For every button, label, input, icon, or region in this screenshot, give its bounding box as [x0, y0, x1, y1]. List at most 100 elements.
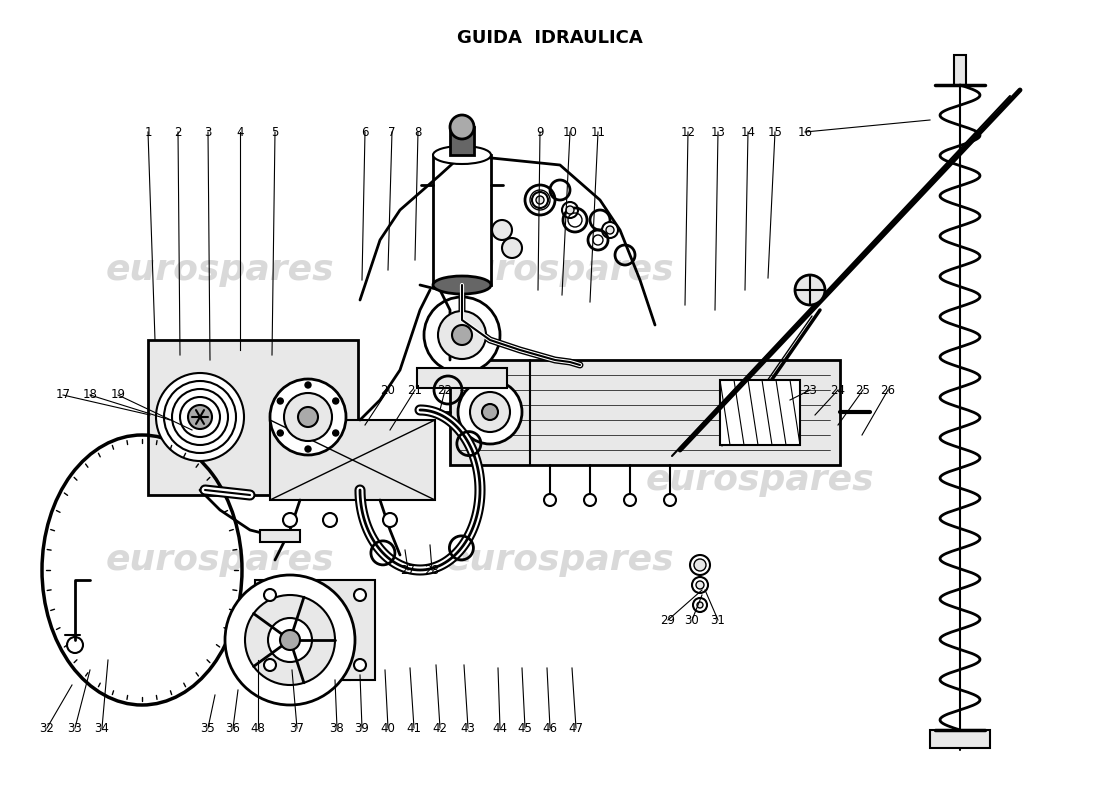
Circle shape	[323, 513, 337, 527]
Circle shape	[264, 659, 276, 671]
Circle shape	[697, 602, 703, 608]
Circle shape	[305, 446, 311, 452]
Circle shape	[584, 494, 596, 506]
Circle shape	[694, 559, 706, 571]
Text: 6: 6	[361, 126, 368, 138]
Text: 30: 30	[684, 614, 700, 626]
Circle shape	[226, 575, 355, 705]
Text: 10: 10	[562, 126, 578, 138]
Circle shape	[264, 589, 276, 601]
Circle shape	[298, 407, 318, 427]
Circle shape	[354, 589, 366, 601]
Text: 9: 9	[537, 126, 543, 138]
Circle shape	[624, 494, 636, 506]
Text: eurospares: eurospares	[106, 253, 334, 287]
Circle shape	[470, 392, 510, 432]
Text: 38: 38	[330, 722, 344, 734]
Text: 28: 28	[425, 563, 439, 577]
Circle shape	[305, 382, 311, 388]
Text: 40: 40	[381, 722, 395, 734]
Circle shape	[156, 373, 244, 461]
Text: 26: 26	[880, 383, 895, 397]
Circle shape	[602, 222, 618, 238]
Text: 1: 1	[144, 126, 152, 138]
Circle shape	[277, 430, 284, 436]
Text: 8: 8	[415, 126, 421, 138]
Text: 41: 41	[407, 722, 421, 734]
Text: 44: 44	[493, 722, 507, 734]
Bar	[930, 730, 990, 748]
Circle shape	[536, 196, 544, 204]
Text: 16: 16	[798, 126, 813, 138]
Text: 37: 37	[289, 722, 305, 734]
Text: 35: 35	[200, 722, 216, 734]
Bar	[954, 55, 966, 85]
Circle shape	[424, 297, 500, 373]
Circle shape	[332, 398, 339, 404]
Text: 5: 5	[272, 126, 278, 138]
Text: 12: 12	[681, 126, 695, 138]
Circle shape	[696, 581, 704, 589]
Text: 43: 43	[461, 722, 475, 734]
Text: 20: 20	[381, 383, 395, 397]
Bar	[417, 368, 507, 388]
Text: 48: 48	[251, 722, 265, 734]
Text: 31: 31	[711, 614, 725, 626]
Text: GUIDA  IDRAULICA: GUIDA IDRAULICA	[458, 29, 642, 47]
Text: 45: 45	[518, 722, 532, 734]
Text: eurospares: eurospares	[446, 543, 674, 577]
Text: 3: 3	[205, 126, 211, 138]
Circle shape	[438, 311, 486, 359]
Bar	[433, 155, 491, 285]
Bar	[720, 380, 800, 445]
Circle shape	[532, 192, 548, 208]
Circle shape	[664, 494, 676, 506]
Circle shape	[332, 430, 339, 436]
Text: 18: 18	[82, 389, 98, 402]
Text: 33: 33	[67, 722, 82, 734]
Text: eurospares: eurospares	[646, 463, 874, 497]
Circle shape	[383, 513, 397, 527]
Text: 2: 2	[174, 126, 182, 138]
Text: eurospares: eurospares	[106, 543, 334, 577]
Circle shape	[270, 379, 346, 455]
Text: 23: 23	[803, 383, 817, 397]
Circle shape	[458, 380, 522, 444]
Text: 14: 14	[740, 126, 756, 138]
Circle shape	[492, 220, 512, 240]
Text: 42: 42	[432, 722, 448, 734]
Circle shape	[562, 202, 578, 218]
Circle shape	[277, 398, 284, 404]
Circle shape	[795, 275, 825, 305]
Circle shape	[482, 404, 498, 420]
Text: 34: 34	[95, 722, 109, 734]
Circle shape	[180, 397, 220, 437]
Circle shape	[693, 598, 707, 612]
Text: 7: 7	[388, 126, 396, 138]
Text: 47: 47	[569, 722, 583, 734]
Circle shape	[450, 115, 474, 139]
Text: 46: 46	[542, 722, 558, 734]
Circle shape	[544, 494, 556, 506]
Text: 36: 36	[226, 722, 241, 734]
Circle shape	[188, 405, 212, 429]
Circle shape	[452, 325, 472, 345]
Bar	[255, 580, 375, 680]
Text: 13: 13	[711, 126, 725, 138]
Text: eurospares: eurospares	[446, 253, 674, 287]
Circle shape	[164, 381, 236, 453]
Text: 27: 27	[400, 563, 416, 577]
Circle shape	[245, 595, 336, 685]
Text: 17: 17	[55, 389, 70, 402]
Bar	[450, 127, 474, 155]
Circle shape	[502, 238, 522, 258]
Bar	[270, 600, 350, 680]
Text: 39: 39	[354, 722, 370, 734]
Text: 25: 25	[856, 383, 870, 397]
Ellipse shape	[433, 146, 491, 164]
Text: 4: 4	[236, 126, 244, 138]
Text: 32: 32	[40, 722, 54, 734]
Circle shape	[268, 618, 312, 662]
Bar	[260, 530, 300, 542]
Circle shape	[566, 206, 574, 214]
